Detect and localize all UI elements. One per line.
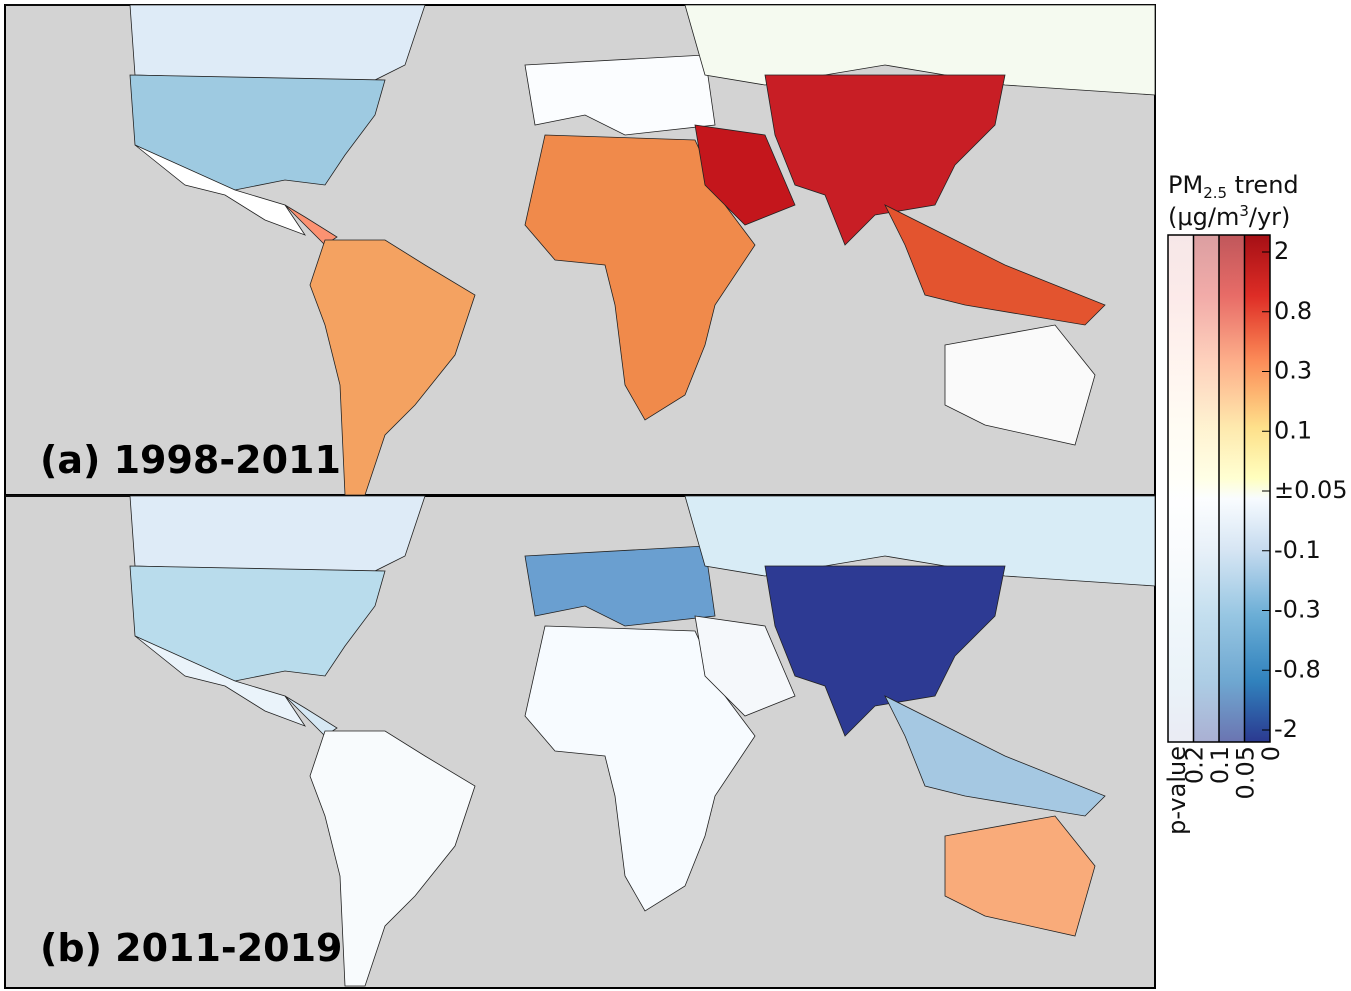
tick-label: 2 <box>1274 237 1289 265</box>
tick-label: 0.3 <box>1274 357 1312 385</box>
tick-label: -0.1 <box>1274 536 1321 564</box>
tick-label: -2 <box>1274 715 1298 743</box>
panel-label: (a) 1998-2011 <box>40 438 341 482</box>
tick-label: ±0.05 <box>1274 476 1348 504</box>
tick-label: -0.8 <box>1274 655 1321 683</box>
tick-label: 0.8 <box>1274 297 1312 325</box>
colorbar-units: (μg/m3/yr) <box>1168 202 1290 231</box>
pvalue-label: 0.1 <box>1206 746 1234 784</box>
pvalue-label: p-value <box>1163 746 1191 835</box>
pvalue-label: 0 <box>1257 746 1285 761</box>
panel-label: (b) 2011-2019 <box>40 926 342 970</box>
colorbar-title: PM2.5 trend <box>1168 171 1299 202</box>
pvalue-label: 0.2 <box>1181 746 1209 784</box>
pvalue-label: 0.05 <box>1232 746 1260 799</box>
map-panel: (a) 1998-2011 <box>4 4 1156 496</box>
colorbar: PM2.5 trend (μg/m3/yr) 2 0.8 0.3 0.1 ±0.05 -0… <box>1163 171 1348 835</box>
tick-label: 0.1 <box>1274 416 1312 444</box>
tick-label: -0.3 <box>1274 596 1321 624</box>
map-panel: (b) 2011-2019 <box>4 495 1156 989</box>
